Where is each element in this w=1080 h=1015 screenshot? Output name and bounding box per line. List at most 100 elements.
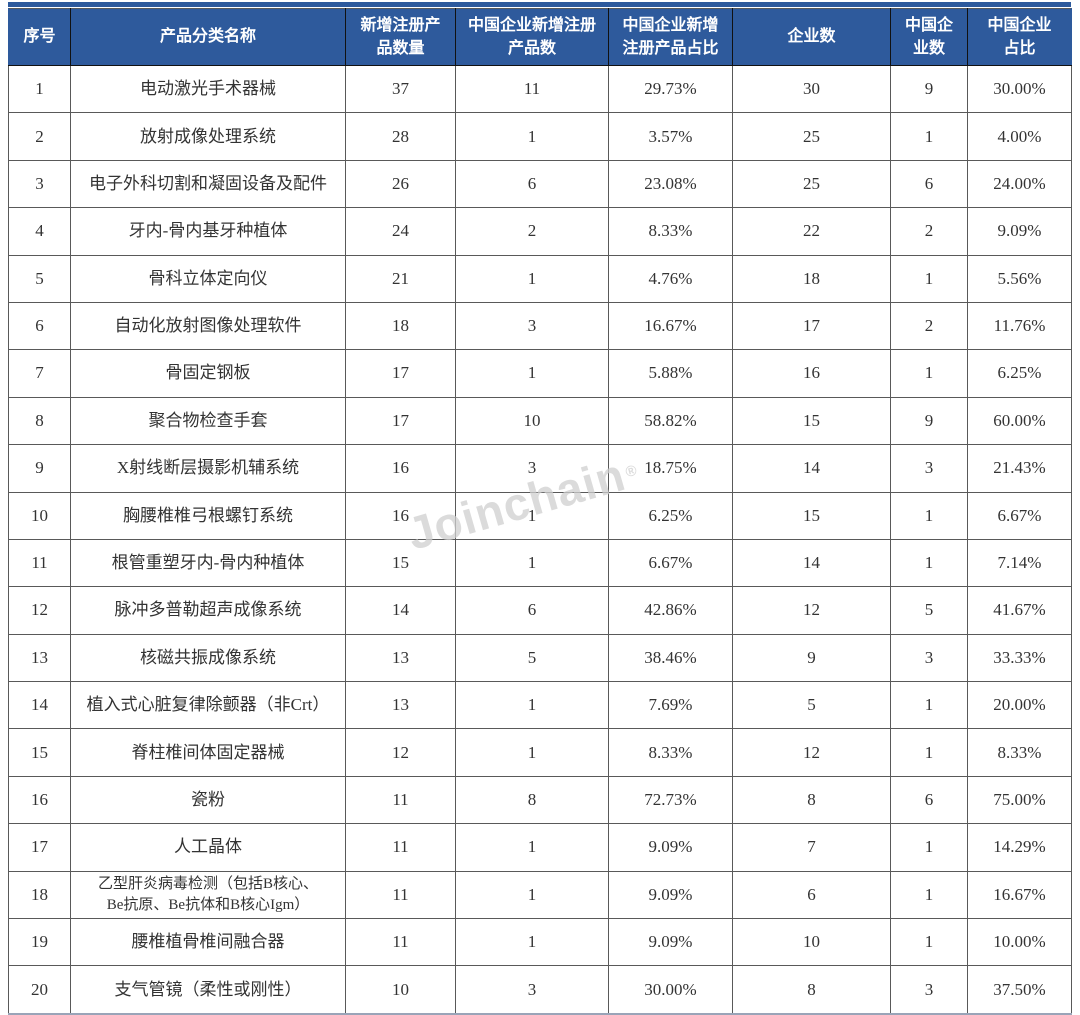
cell-cn-new-registered-products: 2 [455,207,609,256]
cell-cn-new-registered-products: 10 [455,396,609,446]
cell-cn-company-share: 6.25% [967,349,1072,398]
cell-cn-new-registered-products: 6 [455,586,609,635]
cell-index: 18 [8,870,71,920]
cell-cn-company-share: 37.50% [967,965,1072,1015]
cell-company-count: 18 [732,254,891,303]
header-cell-cn-new-registered-products: 中国企业新增注册 产品数 [455,8,609,66]
cell-product-category-name: 乙型肝炎病毒检测（包括B核心、 Be抗原、Be抗体和B核心Igm） [70,870,346,920]
cell-cn-company-count: 3 [890,633,968,683]
cell-company-count: 12 [732,728,891,777]
table-row: 11 根管重塑牙内-骨内种植体 15 1 6.67% 14 1 7.14% [8,538,1072,588]
header-cell-product-category-name: 产品分类名称 [70,8,346,66]
cell-product-category-name: 放射成像处理系统 [70,112,346,161]
cell-cn-company-count: 6 [890,775,968,825]
cell-cn-company-count: 1 [890,681,968,730]
table-row: 17 人工晶体 11 1 9.09% 7 1 14.29% [8,823,1072,872]
cell-company-count: 25 [732,112,891,161]
cell-cn-new-registered-products: 1 [455,112,609,161]
table-row: 3 电子外科切割和凝固设备及配件 26 6 23.08% 25 6 24.00% [8,159,1072,209]
table-row: 20 支气管镜（柔性或刚性） 10 3 30.00% 8 3 37.50% [8,965,1072,1015]
cell-cn-company-share: 6.67% [967,491,1072,540]
table-header: 序号 产品分类名称 新增注册产 品数量 中国企业新增注册 产品数 中国企业新增 … [8,8,1072,66]
cell-product-category-name: 聚合物检查手套 [70,396,346,446]
cell-company-count: 8 [732,965,891,1015]
cell-cn-company-share: 10.00% [967,918,1072,967]
cell-company-count: 10 [732,918,891,967]
cell-cn-new-registered-products: 1 [455,681,609,730]
cell-cn-company-share: 75.00% [967,775,1072,825]
product-registration-table: 序号 产品分类名称 新增注册产 品数量 中国企业新增注册 产品数 中国企业新增 … [8,8,1072,1015]
cell-new-registered-products: 11 [345,775,456,825]
cell-cn-new-registered-share: 29.73% [608,64,733,114]
cell-company-count: 16 [732,349,891,398]
cell-cn-company-count: 3 [890,965,968,1015]
cell-new-registered-products: 11 [345,823,456,872]
cell-new-registered-products: 17 [345,396,456,446]
cell-new-registered-products: 28 [345,112,456,161]
cell-product-category-name: X射线断层摄影机辅系统 [70,444,346,493]
cell-index: 5 [8,254,71,303]
cell-cn-company-count: 9 [890,64,968,114]
cell-product-category-name: 电动激光手术器械 [70,64,346,114]
cell-cn-new-registered-products: 1 [455,918,609,967]
cell-index: 4 [8,207,71,256]
header-cell-company-count: 企业数 [732,8,891,66]
cell-cn-company-share: 60.00% [967,396,1072,446]
cell-index: 1 [8,64,71,114]
cell-cn-company-count: 2 [890,207,968,256]
cell-index: 11 [8,538,71,588]
cell-company-count: 17 [732,301,891,351]
cell-cn-company-share: 8.33% [967,728,1072,777]
cell-new-registered-products: 16 [345,491,456,540]
cell-cn-new-registered-products: 3 [455,965,609,1015]
cell-new-registered-products: 11 [345,918,456,967]
cell-cn-new-registered-products: 1 [455,870,609,920]
table-row: 18 乙型肝炎病毒检测（包括B核心、 Be抗原、Be抗体和B核心Igm） 11 1 9.… [8,870,1072,920]
cell-cn-new-registered-share: 4.76% [608,254,733,303]
table-top-accent-bar [8,2,1071,7]
table-row: 4 牙内-骨内基牙种植体 24 2 8.33% 22 2 9.09% [8,207,1072,256]
cell-cn-company-share: 21.43% [967,444,1072,493]
cell-cn-company-count: 2 [890,301,968,351]
cell-index: 17 [8,823,71,872]
cell-cn-company-share: 33.33% [967,633,1072,683]
cell-new-registered-products: 10 [345,965,456,1015]
cell-index: 9 [8,444,71,493]
cell-cn-company-share: 41.67% [967,586,1072,635]
cell-cn-new-registered-share: 42.86% [608,586,733,635]
cell-new-registered-products: 16 [345,444,456,493]
cell-index: 8 [8,396,71,446]
cell-cn-company-share: 5.56% [967,254,1072,303]
cell-product-category-name: 骨科立体定向仪 [70,254,346,303]
cell-company-count: 6 [732,870,891,920]
cell-cn-company-share: 4.00% [967,112,1072,161]
cell-cn-new-registered-share: 5.88% [608,349,733,398]
cell-cn-new-registered-products: 3 [455,301,609,351]
cell-cn-company-count: 6 [890,159,968,209]
cell-company-count: 5 [732,681,891,730]
cell-product-category-name: 脉冲多普勒超声成像系统 [70,586,346,635]
cell-cn-new-registered-share: 3.57% [608,112,733,161]
cell-product-category-name: 骨固定钢板 [70,349,346,398]
cell-product-category-name: 电子外科切割和凝固设备及配件 [70,159,346,209]
cell-company-count: 15 [732,491,891,540]
cell-cn-company-count: 5 [890,586,968,635]
cell-product-category-name: 植入式心脏复律除颤器（非Crt） [70,681,346,730]
cell-company-count: 25 [732,159,891,209]
cell-cn-company-share: 16.67% [967,870,1072,920]
cell-cn-new-registered-products: 1 [455,538,609,588]
cell-cn-new-registered-products: 1 [455,728,609,777]
cell-cn-new-registered-share: 18.75% [608,444,733,493]
table-row: 8 聚合物检查手套 17 10 58.82% 15 9 60.00% [8,396,1072,446]
cell-cn-company-share: 7.14% [967,538,1072,588]
cell-cn-new-registered-share: 16.67% [608,301,733,351]
cell-cn-company-count: 1 [890,870,968,920]
cell-cn-new-registered-products: 1 [455,254,609,303]
cell-new-registered-products: 13 [345,633,456,683]
cell-cn-company-count: 1 [890,728,968,777]
cell-index: 3 [8,159,71,209]
table-row: 2 放射成像处理系统 28 1 3.57% 25 1 4.00% [8,112,1072,161]
cell-cn-new-registered-share: 7.69% [608,681,733,730]
cell-product-category-name: 人工晶体 [70,823,346,872]
